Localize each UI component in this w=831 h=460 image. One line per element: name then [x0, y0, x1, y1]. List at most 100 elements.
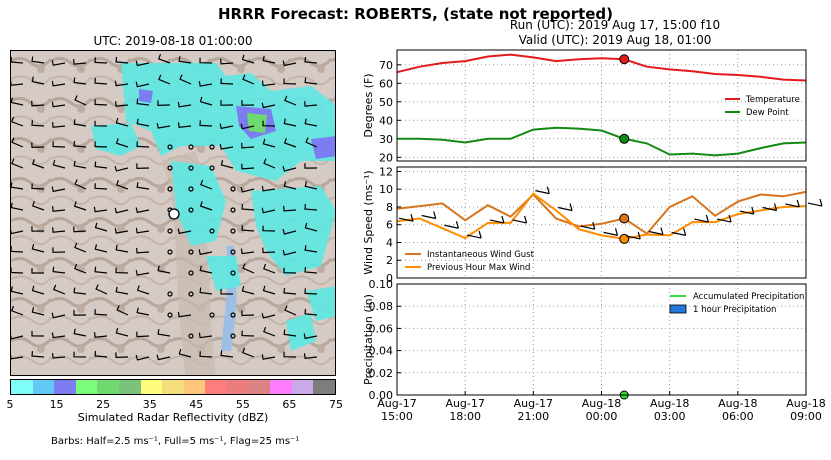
- wind-barb: [11, 137, 24, 148]
- wind-barb: [73, 310, 87, 316]
- run-time-label: Run (UTC): 2019 Aug 17, 15:00 f10: [509, 18, 721, 32]
- wind-barb: [303, 353, 318, 359]
- wind-barb: [283, 78, 297, 85]
- wind-barb: [282, 249, 297, 256]
- calm-marker: [167, 186, 173, 192]
- radar-map: [10, 50, 336, 376]
- y-tick-label: 8: [386, 201, 393, 214]
- calm-marker: [167, 228, 173, 234]
- wind-barb: [603, 228, 619, 236]
- wind-barb: [261, 312, 276, 319]
- wind-barb: [262, 225, 276, 232]
- colorbar-label: Simulated Radar Reflectivity (dBZ): [77, 411, 269, 424]
- wind-barb: [157, 329, 171, 337]
- wind-barb: [136, 141, 150, 148]
- wind-barb: [807, 198, 823, 207]
- y-tick-label: 0.00: [369, 389, 394, 402]
- wind-barb: [94, 222, 108, 232]
- wind-barb: [219, 143, 234, 150]
- wind-barb: [31, 243, 45, 253]
- calm-marker: [230, 186, 236, 192]
- wind-barb: [11, 246, 24, 253]
- wind-barb: [73, 328, 87, 337]
- calm-marker: [188, 249, 194, 255]
- colorbar: [10, 379, 336, 395]
- wind-barb: [157, 53, 171, 64]
- x-tick-time: 21:00: [517, 410, 549, 423]
- wind-barb: [115, 244, 129, 253]
- wind-barb: [178, 348, 192, 358]
- wind-barb: [177, 101, 192, 108]
- wind-barb: [177, 228, 192, 235]
- calm-marker: [209, 228, 215, 234]
- colorbar-tick-label: 5: [6, 398, 14, 411]
- wind-barb: [136, 163, 150, 170]
- wind-barb: [262, 138, 276, 148]
- legend-label: Accumulated Precipitation: [693, 292, 804, 302]
- x-tick-date: Aug-18: [650, 397, 689, 410]
- colorbar-tick-label: 75: [329, 398, 343, 411]
- wind-barb: [11, 97, 24, 106]
- wind-barb: [284, 95, 297, 106]
- wind-barb: [716, 214, 732, 223]
- wind-barb: [73, 77, 87, 85]
- y-tick-label: 0: [386, 272, 393, 285]
- y-tick-label: 40: [379, 114, 393, 127]
- wind-barb: [11, 305, 24, 316]
- wind-barb: [220, 58, 234, 65]
- wind-barb: [94, 183, 108, 190]
- wind-barb: [135, 60, 150, 67]
- colorbar-tick-label: 55: [235, 398, 250, 411]
- legend-swatch: [669, 304, 687, 314]
- x-tick-time: 09:00: [790, 410, 822, 423]
- wind-barb: [94, 57, 108, 64]
- wind-barb: [283, 329, 297, 337]
- wind-barb: [626, 231, 641, 240]
- wind-barb: [220, 78, 234, 85]
- wind-barb: [240, 123, 255, 130]
- wind-barb: [262, 120, 276, 127]
- colorbar-segment: [54, 380, 76, 394]
- colorbar-tick-label: 45: [189, 398, 204, 411]
- wind-barb: [94, 78, 108, 85]
- wind-barb: [51, 80, 66, 87]
- wind-barb: [115, 101, 129, 107]
- wind-barb: [31, 159, 45, 169]
- wind-barb: [115, 286, 129, 295]
- calm-marker: [167, 144, 173, 150]
- wind-barb: [242, 263, 255, 274]
- wind-barb: [199, 57, 213, 64]
- wind-barb: [95, 284, 108, 295]
- wind-barb: [31, 351, 45, 358]
- wind-barb: [283, 118, 297, 127]
- radar-echoes: [91, 63, 335, 351]
- wind-barb: [31, 200, 45, 211]
- wind-barb: [283, 267, 297, 274]
- wind-barb: [304, 181, 318, 190]
- wind-barb: [199, 96, 213, 106]
- wind-barb: [199, 351, 213, 358]
- wind-barb: [261, 354, 276, 360]
- wind-barb: [52, 247, 66, 253]
- wind-barb: [136, 98, 150, 106]
- wind-barb: [136, 118, 150, 127]
- wind-barb: [136, 331, 150, 338]
- wind-barb: [114, 207, 129, 214]
- calm-wind-markers: [167, 144, 236, 339]
- wind-barb: [241, 203, 255, 211]
- y-tick-label: 50: [379, 96, 393, 109]
- current-time-marker: [619, 54, 630, 65]
- wind-barb: [52, 353, 66, 359]
- wind-barb: [219, 123, 234, 130]
- wind-barb: [199, 265, 213, 274]
- wind-barb: [94, 244, 108, 253]
- colorbar-segment: [313, 380, 335, 394]
- wind-barb: [304, 77, 318, 85]
- figure-title: HRRR Forecast: ROBERTS, (state not repor…: [217, 5, 614, 23]
- wind-barb: [115, 267, 129, 274]
- wind-barb: [200, 179, 213, 190]
- wind-barb: [198, 249, 213, 256]
- wind-barb: [261, 102, 276, 109]
- wind-barb: [51, 186, 66, 193]
